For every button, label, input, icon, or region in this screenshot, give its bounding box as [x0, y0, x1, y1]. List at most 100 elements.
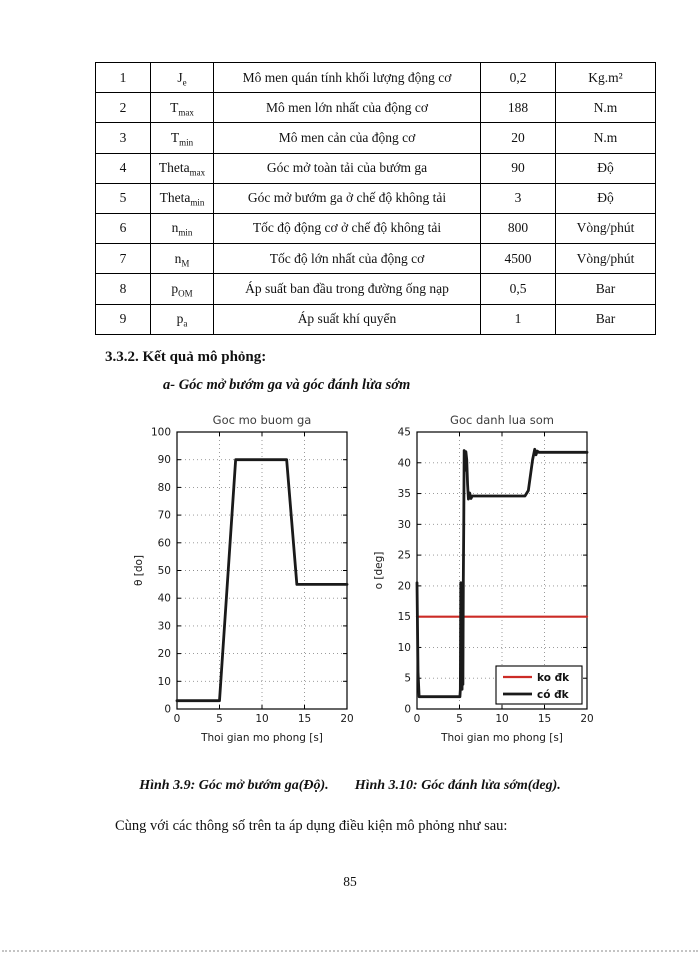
value-cell: 1: [480, 303, 556, 335]
y-axis-label: o [deg]: [373, 552, 385, 590]
grid-lines: [177, 432, 347, 709]
symbol-cell: Je: [150, 61, 214, 94]
axis-tick-labels: 0 5 10 15 20 0 5 10 15 20 25 30 35 40 45: [398, 427, 594, 726]
plot-box: [176, 431, 348, 710]
value-cell: 90: [480, 152, 556, 184]
svg-text:40: 40: [398, 457, 411, 469]
svg-text:5: 5: [404, 673, 411, 685]
unit-cell: Vòng/phút: [555, 243, 656, 275]
row-number: 7: [95, 243, 151, 275]
parameters-table-body: 1 Je Mô men quán tính khối lượng động cơ 0,…: [95, 61, 656, 335]
sub-heading: a- Góc mở bướm ga và góc đánh lửa sớm: [163, 377, 411, 393]
chart-legend: ko đk có đk: [495, 665, 583, 705]
symbol-cell: Thetamin: [150, 182, 214, 214]
legend-label: ko đk: [537, 672, 570, 684]
table-row: 3 Tmin Mô men cản của động cơ 20 N.m: [95, 122, 656, 154]
throttle-angle-chart: 0 5 10 15 20 0 10 20 30 40 50 60 70 80 90 100 Goc mo buo…: [133, 413, 354, 744]
row-number: 1: [95, 61, 151, 94]
x-axis-label: Thoi gian mo phong [s]: [200, 732, 323, 744]
svg-text:20: 20: [580, 713, 593, 725]
svg-text:15: 15: [538, 713, 551, 725]
description-cell: Tốc độ động cơ ở chế độ không tải: [213, 212, 481, 245]
svg-text:80: 80: [158, 482, 171, 494]
bottom-dotted-rule: [2, 950, 698, 952]
svg-text:0: 0: [414, 713, 421, 725]
table-row: 1 Je Mô men quán tính khối lượng động cơ 0,…: [95, 61, 656, 94]
description-cell: Mô men quán tính khối lượng động cơ: [213, 61, 481, 94]
svg-text:0: 0: [164, 704, 171, 716]
table-row: 6 nmin Tốc độ động cơ ở chế độ không tải 80…: [95, 212, 656, 245]
symbol-cell: pa: [150, 303, 214, 335]
svg-text:30: 30: [398, 519, 411, 531]
svg-text:0: 0: [174, 713, 181, 725]
svg-text:10: 10: [398, 642, 411, 654]
description-cell: Mô men lớn nhất của động cơ: [213, 92, 481, 124]
body-text: Cùng với các thông số trên ta áp dụng đi…: [115, 818, 508, 834]
data-series: [175, 458, 349, 703]
table-row: 8 pOM Áp suất ban đầu trong đường ống nạp 0…: [95, 273, 656, 305]
unit-cell: Vòng/phút: [555, 212, 656, 245]
row-number: 6: [95, 212, 151, 245]
row-number: 9: [95, 303, 151, 335]
svg-text:20: 20: [158, 648, 171, 660]
value-cell: 3: [480, 182, 556, 214]
value-cell: 4500: [480, 243, 556, 275]
parameters-table: 1 Je Mô men quán tính khối lượng động cơ 0,…: [95, 61, 656, 335]
unit-cell: Bar: [555, 303, 656, 335]
table-row: 7 nM Tốc độ lớn nhất của động cơ 4500 Vòng/p…: [95, 243, 656, 275]
row-number: 5: [95, 182, 151, 214]
svg-text:5: 5: [456, 713, 463, 725]
symbol-cell: Tmin: [150, 122, 214, 154]
data-series: [415, 447, 589, 699]
svg-text:20: 20: [340, 713, 353, 725]
series-line: [175, 458, 349, 703]
table-row: 2 Tmax Mô men lớn nhất của động cơ 188 N.m: [95, 92, 656, 124]
description-cell: Áp suất ban đầu trong đường ống nạp: [213, 273, 481, 305]
unit-cell: Bar: [555, 273, 656, 305]
y-axis-label: θ [do]: [133, 555, 145, 586]
figure-caption-right: Hình 3.10: Góc đánh lửa sớm(deg).: [354, 778, 561, 793]
description-cell: Mô men cản của động cơ: [213, 122, 481, 154]
legend-label: có đk: [537, 689, 570, 701]
plot-box: [416, 431, 588, 710]
svg-text:25: 25: [398, 550, 411, 562]
svg-text:15: 15: [298, 713, 311, 725]
page-number: 85: [343, 874, 357, 889]
svg-text:30: 30: [158, 620, 171, 632]
value-cell: 0,2: [480, 61, 556, 94]
svg-text:15: 15: [398, 611, 411, 623]
description-cell: Áp suất khí quyển: [213, 303, 481, 335]
svg-text:35: 35: [398, 488, 411, 500]
unit-cell: N.m: [555, 122, 656, 154]
row-number: 2: [95, 92, 151, 124]
symbol-cell: Tmax: [150, 92, 214, 124]
svg-text:10: 10: [495, 713, 508, 725]
symbol-cell: nM: [150, 243, 214, 275]
description-cell: Tốc độ lớn nhất của động cơ: [213, 243, 481, 275]
svg-text:100: 100: [151, 427, 171, 439]
svg-text:90: 90: [158, 454, 171, 466]
x-axis-label: Thoi gian mo phong [s]: [440, 732, 563, 744]
value-cell: 20: [480, 122, 556, 154]
table-row: 4 Thetamax Góc mở toàn tải của bướm ga 90 Độ: [95, 152, 656, 184]
value-cell: 0,5: [480, 273, 556, 305]
unit-cell: Độ: [555, 152, 656, 184]
svg-text:0: 0: [404, 704, 411, 716]
figure-captions: Hình 3.9: Góc mở bướm ga(Độ). Hình 3.10:…: [0, 778, 700, 794]
symbol-cell: nmin: [150, 212, 214, 245]
unit-cell: N.m: [555, 92, 656, 124]
description-cell: Góc mở bướm ga ở chế độ không tải: [213, 182, 481, 214]
svg-text:40: 40: [158, 593, 171, 605]
svg-text:45: 45: [398, 427, 411, 439]
axis-tick-labels: 0 5 10 15 20 0 10 20 30 40 50 60 70 80 90 100: [151, 427, 354, 726]
unit-cell: Kg.m²: [555, 61, 656, 94]
chart-title: Goc danh lua som: [450, 413, 554, 427]
ignition-angle-chart: 0 5 10 15 20 0 5 10 15 20 25 30 35 40 45 Goc danh lua s…: [373, 413, 594, 744]
svg-text:10: 10: [255, 713, 268, 725]
value-cell: 800: [480, 212, 556, 245]
svg-text:5: 5: [216, 713, 223, 725]
svg-text:10: 10: [158, 676, 171, 688]
symbol-cell: pOM: [150, 273, 214, 305]
table-row: 9 pa Áp suất khí quyển 1 Bar: [95, 303, 656, 335]
